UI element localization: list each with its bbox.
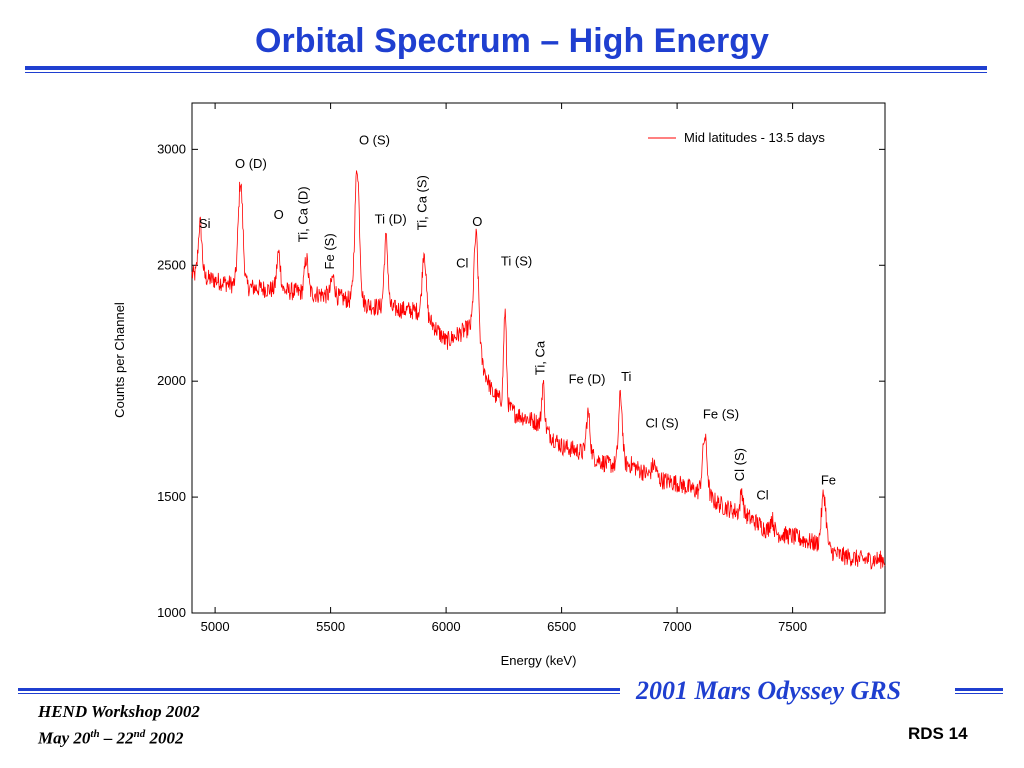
x-axis-label: Energy (keV) — [501, 653, 577, 668]
x-tick-label: 6500 — [547, 619, 576, 634]
peak-annotation: Ti — [621, 369, 631, 384]
footer-rule-left-thin — [18, 693, 620, 694]
title-rule-thin — [25, 72, 987, 73]
date-year: 2002 — [145, 728, 184, 748]
footer-date: May 20th – 22nd 2002 — [38, 723, 200, 750]
spectrum-line — [191, 170, 886, 570]
peak-annotation: O (D) — [235, 156, 267, 171]
x-tick-label: 7500 — [778, 619, 807, 634]
peak-annotation: Ti (S) — [501, 253, 532, 268]
date-start-suffix: th — [90, 728, 100, 740]
peak-annotation: Ti (D) — [375, 212, 407, 227]
date-start: May 20 — [38, 728, 91, 748]
peak-annotation: Si — [199, 216, 211, 231]
y-tick-label: 3000 — [157, 141, 186, 156]
peak-annotation: Fe (S) — [322, 233, 337, 269]
slide-number: RDS 14 — [908, 724, 968, 743]
footer-info: HEND Workshop 2002 May 20th – 22nd 2002 — [38, 700, 200, 750]
peak-annotation: Cl — [456, 256, 468, 271]
footer-rule-right-thick — [955, 688, 1003, 691]
peak-annotation: Ti, Ca (S) — [415, 175, 430, 230]
date-mid: – 22 — [99, 728, 134, 748]
plot-frame — [191, 102, 886, 614]
footer-mission: 2001 Mars Odyssey GRS — [636, 676, 902, 705]
title-rule-thick — [25, 66, 987, 70]
peak-annotation: Fe (D) — [569, 372, 606, 387]
x-tick-label: 6000 — [432, 619, 461, 634]
date-end-suffix: nd — [133, 728, 146, 740]
peak-annotation: O (S) — [359, 133, 390, 148]
y-tick-label: 1000 — [157, 605, 186, 620]
peak-annotation: Ti, Ca — [532, 340, 547, 375]
footer-rule-left-thick — [18, 688, 620, 691]
x-tick-label: 5000 — [201, 619, 230, 634]
footer-rule-right-thin — [955, 693, 1003, 694]
peak-annotation: Cl (S) — [645, 416, 678, 431]
y-tick-label: 2500 — [157, 257, 186, 272]
x-tick-label: 7000 — [663, 619, 692, 634]
y-axis-label: Counts per Channel — [112, 302, 127, 418]
peak-annotation: O — [472, 214, 482, 229]
legend-label: Mid latitudes - 13.5 days — [684, 130, 825, 145]
y-tick-label: 1500 — [157, 489, 186, 504]
y-tick-label: 2000 — [157, 373, 186, 388]
x-tick-label: 5500 — [316, 619, 345, 634]
slide-title: Orbital Spectrum – High Energy — [255, 22, 769, 60]
peak-annotation: Cl — [756, 487, 768, 502]
footer-workshop: HEND Workshop 2002 — [38, 702, 200, 721]
peak-annotation: Fe — [821, 472, 836, 487]
peak-annotation: Cl (S) — [732, 448, 747, 481]
peak-annotation: Fe (S) — [703, 406, 739, 421]
peak-annotation: Ti, Ca (D) — [296, 186, 311, 242]
peak-annotation: O — [274, 207, 284, 222]
